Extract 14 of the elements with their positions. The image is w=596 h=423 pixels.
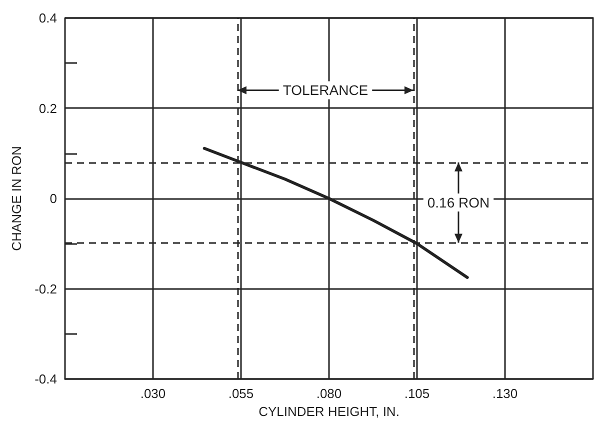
annotation: 0.16 RON: [427, 194, 490, 211]
x-tick-label: .080: [316, 386, 342, 401]
y-tick-label: 0.2: [38, 100, 57, 116]
annotation: TOLERANCE: [282, 82, 368, 98]
y-tick-label: 0: [50, 191, 57, 206]
x-tick-label: .105: [404, 386, 430, 401]
x-axis-title: CYLINDER HEIGHT, IN.: [258, 404, 400, 419]
x-tick-label: .055: [228, 386, 254, 401]
y-axis-title: CHANGE IN RON: [9, 146, 24, 251]
x-tick-label: .030: [140, 386, 166, 401]
y-tick-label: -0.4: [34, 372, 57, 386]
y-tick-label: -0.2: [34, 281, 57, 296]
y-tick-label: 0.4: [38, 10, 57, 26]
x-tick-label: .130: [492, 386, 518, 401]
